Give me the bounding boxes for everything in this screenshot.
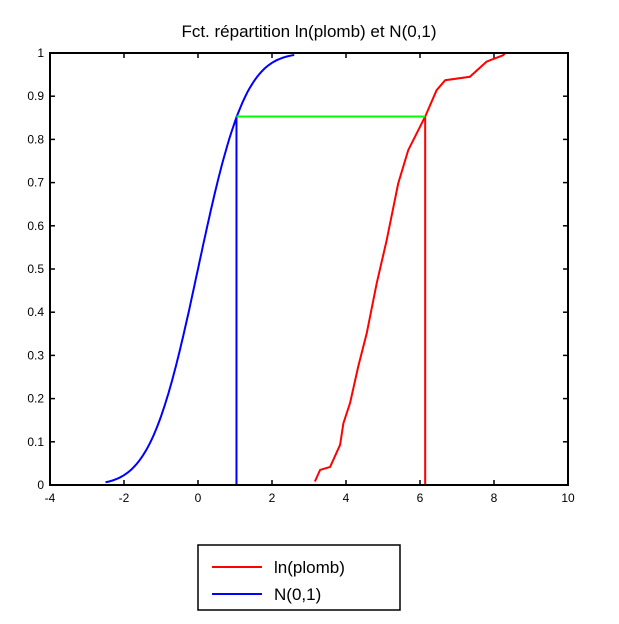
x-tick-label: 8: [491, 491, 498, 505]
x-tick-label: 0: [195, 491, 202, 505]
legend-label-normal: N(0,1): [274, 585, 321, 604]
x-tick-label: 6: [417, 491, 424, 505]
legend-label-ln-plomb: ln(plomb): [274, 558, 345, 577]
y-tick-label: 0.4: [27, 305, 44, 319]
y-tick-label: 0.6: [27, 219, 44, 233]
y-tick-label: 0.3: [27, 348, 44, 362]
plot-frame: [49, 52, 569, 486]
x-tick-label: 10: [561, 491, 575, 505]
series-line-normal: [105, 54, 295, 484]
series-line-ln-plomb: [313, 52, 506, 482]
y-tick-label: 0.9: [27, 89, 44, 103]
y-tick-label: 1: [37, 46, 44, 60]
y-tick-label: 0.7: [27, 176, 44, 190]
y-tick-label: 0.8: [27, 132, 44, 146]
y-tick-label: 0.2: [27, 392, 44, 406]
chart-title: Fct. répartition ln(plomb) et N(0,1): [181, 22, 436, 41]
y-tick-label: 0.1: [27, 435, 44, 449]
y-tick-label: 0: [37, 478, 44, 492]
x-tick-label: -2: [119, 491, 130, 505]
x-tick-label: -4: [45, 491, 56, 505]
x-tick-label: 2: [269, 491, 276, 505]
legend: ln(plomb) N(0,1): [197, 544, 401, 611]
legend-box: [197, 544, 401, 611]
y-tick-label: 0.5: [27, 262, 44, 276]
x-tick-label: 4: [343, 491, 350, 505]
